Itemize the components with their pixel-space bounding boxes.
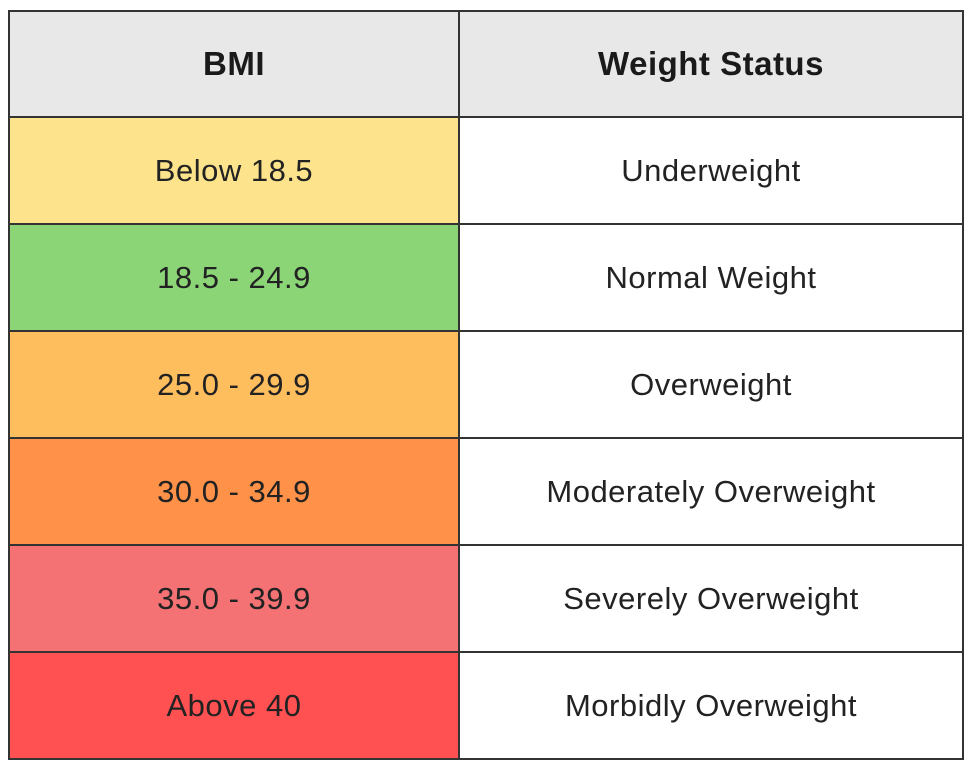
table-row: 18.5 - 24.9 Normal Weight [8, 223, 964, 332]
weight-status: Underweight [458, 116, 964, 225]
table-body: Below 18.5 Underweight 18.5 - 24.9 Normal W… [8, 116, 964, 760]
header-cell: BMI [8, 10, 460, 118]
weight-status: Normal Weight [458, 223, 964, 332]
header-row: BMI Weight Status [8, 10, 964, 118]
bmi-range: Below 18.5 [8, 116, 460, 225]
weight-status: Overweight [458, 330, 964, 439]
bmi-range: 35.0 - 39.9 [8, 544, 460, 653]
table-row: Above 40 Morbidly Overweight [8, 651, 964, 760]
table-row: 30.0 - 34.9 Moderately Overweight [8, 437, 964, 546]
header-cell: Weight Status [458, 10, 964, 118]
bmi-range: Above 40 [8, 651, 460, 760]
table-row: Below 18.5 Underweight [8, 116, 964, 225]
table-row: 25.0 - 29.9 Overweight [8, 330, 964, 439]
bmi-table: BMI Weight Status Below 18.5 Underweight 1… [8, 10, 964, 760]
weight-status: Severely Overweight [458, 544, 964, 653]
bmi-range: 18.5 - 24.9 [8, 223, 460, 332]
bmi-range: 30.0 - 34.9 [8, 437, 460, 546]
weight-status: Moderately Overweight [458, 437, 964, 546]
bmi-range: 25.0 - 29.9 [8, 330, 460, 439]
table-row: 35.0 - 39.9 Severely Overweight [8, 544, 964, 653]
weight-status: Morbidly Overweight [458, 651, 964, 760]
